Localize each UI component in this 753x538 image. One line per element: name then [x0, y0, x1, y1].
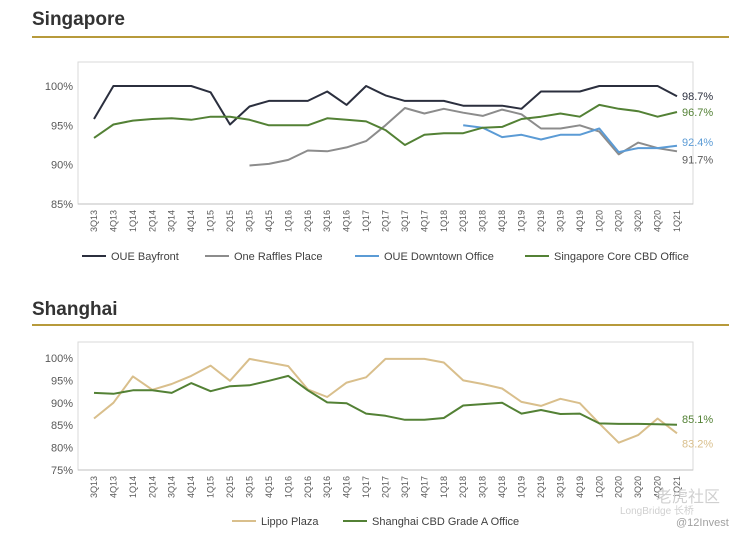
shanghai-xtick-label: 1Q20: [594, 476, 604, 498]
singapore-section-title: Singapore: [32, 9, 125, 30]
singapore-xtick-label: 4Q16: [342, 210, 352, 232]
shanghai-xtick-label: 1Q21: [672, 476, 682, 498]
singapore-series-line-1: [249, 107, 678, 167]
singapore-xtick-label: 1Q14: [128, 210, 138, 232]
singapore-ytick-label: 100%: [45, 81, 73, 93]
shanghai-legend-label: Lippo Plaza: [261, 516, 319, 528]
watermark-handle: @12Invest: [676, 517, 729, 529]
singapore-end-label-1: 91.7%: [682, 154, 713, 166]
singapore-xtick-label: 3Q13: [89, 210, 99, 232]
singapore-ytick-label: 85%: [51, 199, 73, 211]
shanghai-xtick-label: 1Q15: [206, 476, 216, 498]
singapore-xtick-label: 1Q15: [206, 210, 216, 232]
watermark-sub: LongBridge 长桥: [620, 506, 694, 517]
shanghai-xtick-label: 2Q20: [614, 476, 624, 498]
singapore-xtick-label: 3Q17: [400, 210, 410, 232]
shanghai-end-label-1: 85.1%: [682, 414, 713, 426]
singapore-xtick-label: 1Q16: [283, 210, 293, 232]
singapore-xtick-label: 3Q19: [555, 210, 565, 232]
shanghai-xtick-label: 3Q18: [478, 476, 488, 498]
shanghai-ytick-label: 100%: [45, 353, 73, 365]
shanghai-xtick-label: 4Q19: [575, 476, 585, 498]
singapore-xtick-label: 4Q15: [264, 210, 274, 232]
shanghai-xtick-label: 3Q14: [167, 476, 177, 498]
singapore-end-label-0: 98.7%: [682, 91, 713, 103]
shanghai-plot-frame: [77, 341, 694, 471]
singapore-xtick-label: 1Q17: [361, 210, 371, 232]
shanghai-xtick-label: 2Q18: [458, 476, 468, 498]
singapore-xtick-label: 1Q20: [594, 210, 604, 232]
singapore-xtick-label: 2Q16: [303, 210, 313, 232]
shanghai-xtick-label: 1Q16: [283, 476, 293, 498]
singapore-end-label-2: 92.4%: [682, 137, 713, 149]
shanghai-xtick-label: 4Q14: [186, 476, 196, 498]
shanghai-xtick-label: 3Q19: [555, 476, 565, 498]
singapore-xtick-label: 4Q13: [108, 210, 118, 232]
singapore-xtick-label: 4Q14: [186, 210, 196, 232]
singapore-xtick-label: 1Q19: [517, 210, 527, 232]
singapore-series-line-2: [463, 124, 678, 154]
singapore-xtick-label: 4Q19: [575, 210, 585, 232]
shanghai-xtick-label: 2Q15: [225, 476, 235, 498]
shanghai-xtick-label: 2Q16: [303, 476, 313, 498]
singapore-series-line-3: [93, 103, 678, 146]
shanghai-xtick-label: 3Q16: [322, 476, 332, 498]
shanghai-xtick-label: 4Q18: [497, 476, 507, 498]
shanghai-xtick-label: 4Q15: [264, 476, 274, 498]
shanghai-section-title: Shanghai: [32, 299, 118, 320]
singapore-xtick-label: 2Q15: [225, 210, 235, 232]
singapore-ytick-label: 95%: [51, 120, 73, 132]
shanghai-ytick-label: 90%: [51, 398, 73, 410]
shanghai-ytick-label: 95%: [51, 375, 73, 387]
shanghai-xtick-label: 4Q17: [419, 476, 429, 498]
shanghai-title-rule: [32, 324, 729, 326]
shanghai-end-label-0: 83.2%: [682, 438, 713, 450]
shanghai-series-line-1: [93, 374, 678, 426]
shanghai-ytick-label: 85%: [51, 420, 73, 432]
shanghai-xtick-label: 2Q14: [147, 476, 157, 498]
shanghai-xtick-label: 2Q17: [381, 476, 391, 498]
shanghai-xtick-label: 4Q16: [342, 476, 352, 498]
singapore-xtick-label: 4Q18: [497, 210, 507, 232]
shanghai-legend-label: Shanghai CBD Grade A Office: [372, 516, 519, 528]
singapore-xtick-label: 2Q17: [381, 210, 391, 232]
watermark-brand: 老虎社区: [656, 489, 721, 506]
singapore-legend-label: OUE Downtown Office: [384, 251, 494, 263]
singapore-xtick-label: 1Q18: [439, 210, 449, 232]
singapore-xtick-label: 2Q19: [536, 210, 546, 232]
singapore-xtick-label: 3Q20: [633, 210, 643, 232]
singapore-xtick-label: 3Q14: [167, 210, 177, 232]
shanghai-xtick-label: 1Q17: [361, 476, 371, 498]
shanghai-xtick-label: 4Q13: [108, 476, 118, 498]
singapore-end-label-3: 96.7%: [682, 107, 713, 119]
singapore-xtick-label: 2Q20: [614, 210, 624, 232]
shanghai-xtick-label: 3Q13: [89, 476, 99, 498]
singapore-xtick-label: 4Q20: [653, 210, 663, 232]
singapore-xtick-label: 1Q21: [672, 210, 682, 232]
singapore-ytick-label: 90%: [51, 160, 73, 172]
shanghai-xtick-label: 2Q19: [536, 476, 546, 498]
singapore-legend-label: Singapore Core CBD Office: [554, 251, 689, 263]
singapore-series-line-0: [93, 85, 678, 126]
shanghai-xtick-label: 1Q14: [128, 476, 138, 498]
shanghai-xtick-label: 3Q17: [400, 476, 410, 498]
shanghai-xtick-label: 1Q19: [517, 476, 527, 498]
shanghai-xtick-label: 1Q18: [439, 476, 449, 498]
singapore-legend-label: One Raffles Place: [234, 251, 322, 263]
singapore-xtick-label: 3Q16: [322, 210, 332, 232]
singapore-xtick-label: 2Q14: [147, 210, 157, 232]
singapore-xtick-label: 3Q18: [478, 210, 488, 232]
shanghai-ytick-label: 80%: [51, 443, 73, 455]
shanghai-series-line-0: [93, 357, 678, 444]
shanghai-xtick-label: 3Q20: [633, 476, 643, 498]
singapore-legend-label: OUE Bayfront: [111, 251, 179, 263]
singapore-xtick-label: 3Q15: [244, 210, 254, 232]
singapore-title-rule: [32, 36, 729, 38]
singapore-xtick-label: 4Q17: [419, 210, 429, 232]
shanghai-xtick-label: 3Q15: [244, 476, 254, 498]
shanghai-xtick-label: 4Q20: [653, 476, 663, 498]
singapore-xtick-label: 2Q18: [458, 210, 468, 232]
shanghai-ytick-label: 75%: [51, 465, 73, 477]
